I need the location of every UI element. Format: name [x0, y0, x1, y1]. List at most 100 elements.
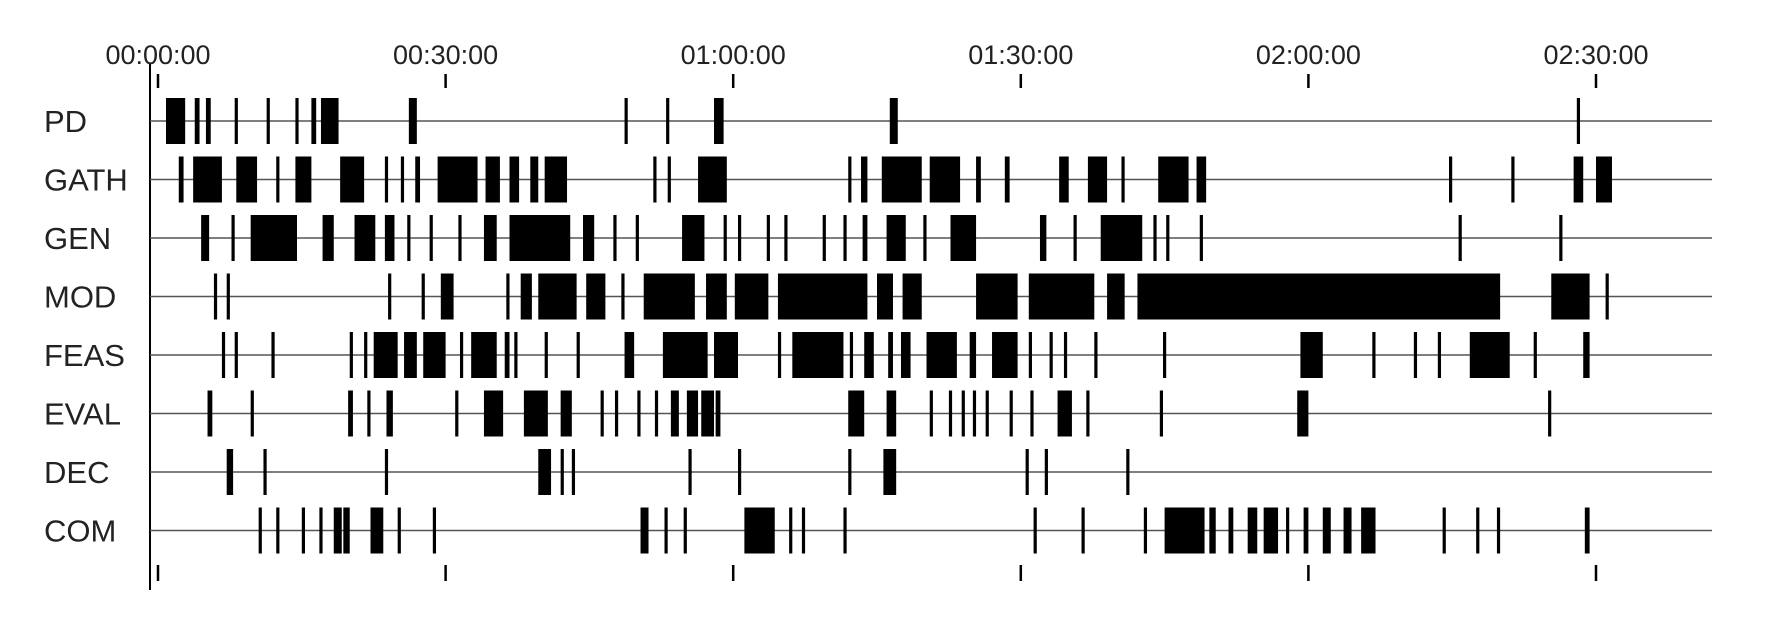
- event-mark-gen: [1039, 215, 1047, 261]
- event-mark-pd: [194, 98, 200, 144]
- event-mark-feas: [364, 332, 368, 378]
- event-mark-feas: [888, 332, 893, 378]
- event-mark-gen: [766, 215, 770, 261]
- event-mark-pd: [311, 98, 317, 144]
- event-mark-gen: [886, 215, 906, 261]
- event-mark-gath: [1121, 156, 1125, 203]
- event-mark-gath: [415, 156, 421, 203]
- event-mark-mod: [520, 273, 532, 320]
- event-mark-gen: [950, 215, 977, 261]
- event-mark-gen: [1458, 215, 1462, 261]
- event-mark-gen: [509, 215, 571, 261]
- event-mark-mod: [1605, 273, 1609, 320]
- event-mark-com: [1476, 507, 1480, 554]
- event-mark-com: [276, 507, 280, 554]
- event-mark-gen: [1559, 215, 1563, 261]
- event-mark-feas: [234, 332, 238, 378]
- event-mark-feas: [662, 332, 708, 378]
- event-mark-gath: [1449, 156, 1453, 203]
- event-mark-com: [1247, 507, 1258, 554]
- event-mark-com: [789, 507, 793, 554]
- event-mark-eval: [455, 390, 459, 437]
- event-mark-feas: [792, 332, 844, 378]
- event-mark-feas: [992, 332, 1018, 378]
- event-mark-pd: [320, 98, 339, 144]
- event-mark-gath: [178, 156, 184, 203]
- event-mark-com: [1496, 507, 1501, 554]
- event-mark-gath: [437, 156, 478, 203]
- event-mark-gath: [929, 156, 961, 203]
- event-mark-com: [1442, 507, 1446, 554]
- event-mark-pd: [205, 98, 211, 144]
- event-mark-gath: [848, 156, 852, 203]
- event-mark-gen: [250, 215, 298, 261]
- event-mark-feas: [459, 332, 464, 378]
- event-mark-dec: [688, 449, 692, 495]
- event-mark-gath: [384, 156, 389, 203]
- event-mark-mod: [440, 273, 454, 320]
- event-marks: [165, 98, 1612, 554]
- event-mark-eval: [560, 390, 572, 437]
- event-mark-com: [744, 507, 775, 554]
- event-mark-eval: [1548, 390, 1552, 437]
- event-mark-gen: [737, 215, 742, 261]
- event-mark-eval: [1086, 390, 1090, 437]
- event-mark-eval: [1159, 390, 1164, 437]
- event-mark-gen: [635, 215, 639, 261]
- event-mark-feas: [504, 332, 510, 378]
- event-mark-mod: [902, 273, 922, 320]
- event-mark-eval: [1009, 390, 1013, 437]
- event-mark-dec: [538, 449, 552, 495]
- event-mark-com: [1228, 507, 1234, 554]
- event-mark-gen: [843, 215, 847, 261]
- event-mark-pd: [624, 98, 628, 144]
- event-mark-eval: [386, 390, 393, 437]
- event-mark-com: [1584, 507, 1590, 554]
- event-mark-dec: [1025, 449, 1029, 495]
- event-mark-gath: [653, 156, 657, 203]
- event-mark-com: [640, 507, 649, 554]
- event-mark-pd: [266, 98, 270, 144]
- event-mark-feas: [423, 332, 446, 378]
- event-mark-gath: [276, 156, 280, 203]
- event-mark-feas: [624, 332, 635, 378]
- event-mark-mod: [421, 273, 425, 320]
- event-mark-feas: [1049, 332, 1053, 378]
- row-label-dec: DEC: [44, 455, 109, 490]
- x-tick-label: 01:00:00: [681, 40, 786, 70]
- event-mark-gen: [682, 215, 705, 261]
- event-mark-gath: [861, 156, 868, 203]
- event-mark-pd: [889, 98, 898, 144]
- event-mark-feas: [514, 332, 518, 378]
- event-mark-com: [1081, 507, 1085, 554]
- event-mark-eval: [972, 390, 977, 437]
- event-mark-com: [258, 507, 262, 554]
- event-mark-feas: [271, 332, 275, 378]
- event-mark-feas: [1533, 332, 1537, 378]
- event-mark-feas: [1028, 332, 1032, 378]
- event-mark-eval: [929, 390, 933, 437]
- event-mark-dec: [1044, 449, 1048, 495]
- event-mark-pd: [1576, 98, 1581, 144]
- event-mark-gath: [509, 156, 520, 203]
- event-mark-feas: [969, 332, 977, 378]
- event-mark-dec: [571, 449, 576, 495]
- event-mark-dec: [1126, 449, 1130, 495]
- event-mark-com: [432, 507, 437, 554]
- row-label-com: COM: [44, 514, 116, 549]
- event-mark-eval: [848, 390, 865, 437]
- event-mark-pd: [234, 98, 238, 144]
- event-mark-gen: [231, 215, 235, 261]
- event-mark-gath: [1596, 156, 1612, 203]
- event-mark-gen: [458, 215, 462, 261]
- event-mark-com: [1263, 507, 1279, 554]
- event-mark-com: [683, 507, 687, 554]
- event-mark-com: [397, 507, 401, 554]
- event-mark-com: [801, 507, 806, 554]
- event-mark-feas: [1372, 332, 1376, 378]
- event-mark-gath: [667, 156, 671, 203]
- event-mark-dec: [883, 449, 897, 495]
- event-mark-eval: [654, 390, 659, 437]
- event-mark-gath: [1573, 156, 1584, 203]
- event-mark-eval: [948, 390, 953, 437]
